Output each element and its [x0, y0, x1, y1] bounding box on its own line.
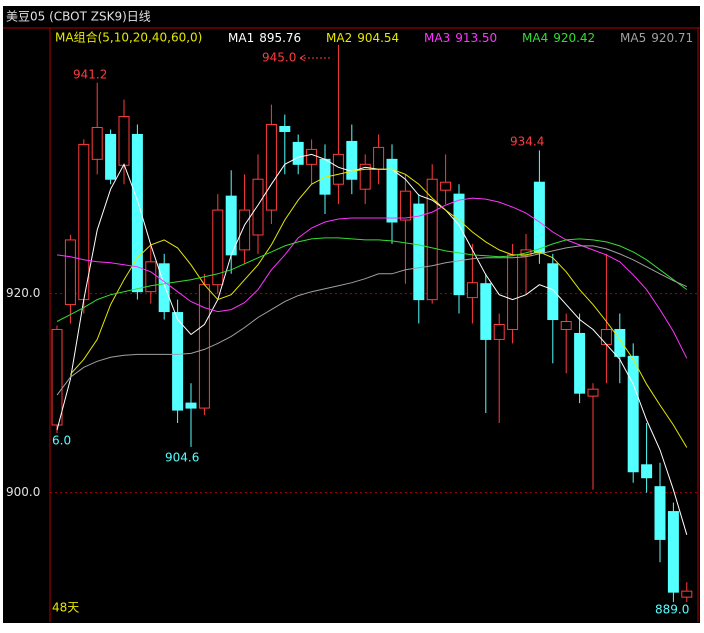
annotation: 889.0 — [655, 603, 689, 617]
candle-body — [641, 464, 653, 479]
candle-body — [145, 261, 157, 293]
candle-body — [185, 402, 197, 409]
candle-body — [265, 124, 277, 211]
candle-body — [91, 126, 103, 160]
period-label: 48天 — [52, 601, 79, 615]
candle-body — [252, 178, 264, 236]
chart-title: 美豆05 (CBOT ZSK9)日线 — [6, 10, 151, 24]
annotation: 945.0 — [262, 51, 296, 65]
candle-body — [386, 158, 398, 223]
candle-body — [118, 116, 130, 166]
candle-body — [332, 153, 344, 185]
legend-title: MA组合(5,10,20,40,60,0) — [55, 30, 202, 45]
legend-entry: MA1 895.76 — [228, 31, 301, 45]
ma-line — [56, 245, 688, 396]
legend-name: MA3 — [424, 31, 450, 45]
candle-body — [64, 239, 76, 306]
candle-body — [158, 263, 170, 313]
legend-entry: MA5 920.71 — [620, 31, 693, 45]
candle-body — [533, 181, 545, 254]
candle-body — [212, 209, 224, 286]
candle-body — [654, 486, 666, 540]
candle-body — [346, 140, 358, 180]
candle-body — [131, 133, 143, 293]
candle-body — [480, 283, 492, 340]
candle-body — [547, 263, 559, 321]
legend-value: 920.42 — [553, 31, 595, 45]
annotation: 6.0 — [52, 434, 71, 448]
ma-line — [56, 237, 688, 322]
candle-body — [172, 312, 184, 411]
legend-entry: MA4 920.42 — [522, 31, 595, 45]
legend-name: MA4 — [522, 31, 548, 45]
legend-name: MA1 — [228, 31, 254, 45]
candle-body — [627, 355, 639, 473]
annotation: 904.6 — [165, 451, 199, 465]
legend-value: 904.54 — [357, 31, 399, 45]
candle-body — [600, 328, 612, 345]
annotation: 941.2 — [73, 68, 107, 82]
candle-body — [681, 590, 693, 598]
candle-body — [359, 163, 371, 190]
candle-body — [466, 282, 478, 299]
legend-entry: MA2 904.54 — [326, 31, 399, 45]
candle-body — [667, 511, 679, 593]
y-tick-label: 920.0 — [6, 286, 40, 300]
candle-body — [306, 148, 318, 165]
ma-line — [56, 153, 688, 535]
candle-body — [198, 284, 210, 409]
legend-name: MA5 — [620, 31, 646, 45]
candle-body — [292, 141, 304, 165]
candle-body — [587, 388, 599, 397]
legend-value: 913.50 — [455, 31, 497, 45]
ma-line — [70, 168, 688, 448]
candle-body — [507, 254, 519, 330]
candle-body — [493, 324, 505, 340]
candle-body — [78, 143, 90, 301]
candle-body — [440, 181, 452, 191]
candle-body — [574, 332, 586, 394]
annotation-arrowhead — [299, 54, 306, 62]
annotation: 934.4 — [510, 135, 544, 149]
candle-body — [279, 126, 291, 132]
candle-body — [51, 328, 63, 426]
chart-background — [3, 6, 700, 623]
candle-body — [413, 203, 425, 301]
legend-name: MA2 — [326, 31, 352, 45]
candle-body — [105, 133, 117, 180]
candle-body — [614, 328, 626, 357]
legend-entry: MA3 913.50 — [424, 31, 497, 45]
candle-body — [373, 146, 385, 170]
legend-value: 920.71 — [651, 31, 693, 45]
candle-body — [453, 193, 465, 296]
candle-body — [399, 190, 411, 221]
legend-value: 895.76 — [259, 31, 301, 45]
candle-body — [239, 209, 251, 251]
candle-body — [426, 178, 438, 301]
candle-body — [560, 321, 572, 330]
y-tick-label: 900.0 — [6, 485, 40, 499]
